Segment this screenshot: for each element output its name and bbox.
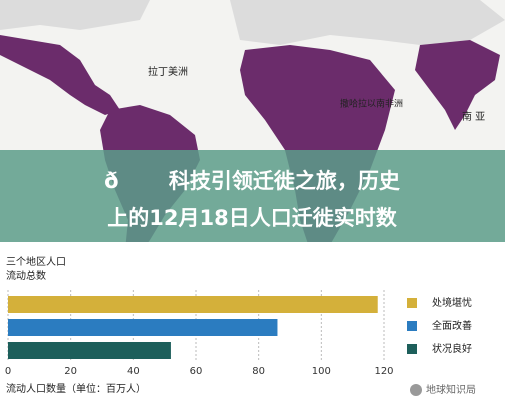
region [240,45,395,250]
banner-title: 上的12月18日人口迁徙实时数 [107,206,397,230]
legend-swatch [407,321,417,331]
legend-swatch [407,298,417,308]
bar [8,342,171,359]
x-tick-label: 100 [312,366,331,377]
region [0,35,120,115]
banner-title: ð科技引领迁徙之旅，历史 [104,169,401,193]
watermark: 地球知识局 [426,383,476,396]
land [230,0,505,45]
x-tick-label: 20 [64,366,77,377]
land [0,0,150,30]
map-label: 拉丁美洲 [148,65,188,78]
region [415,40,500,130]
legend-swatch [407,344,417,354]
x-axis-label: 流动人口数量（单位：百万人） [6,382,146,395]
map: 拉丁美洲 撒哈拉以南非洲 南 亚 [0,0,505,260]
chart-title: 流动总数 [6,269,46,282]
x-tick-label: 0 [5,366,11,377]
map-label: 南 亚 [462,110,485,123]
bar [8,319,278,336]
legend-label: 全面改善 [432,319,472,332]
x-tick-label: 80 [252,366,265,377]
map-label: 撒哈拉以南非洲 [340,98,403,110]
legend-label: 处境堪忧 [432,296,472,309]
x-tick-label: 60 [190,366,203,377]
legend-label: 状况良好 [432,342,472,355]
x-tick-label: 120 [374,366,393,377]
bar [8,296,378,313]
banner [0,150,505,242]
chart-title: 三个地区人口 [6,255,66,268]
x-tick-label: 40 [127,366,140,377]
logo [410,384,422,396]
